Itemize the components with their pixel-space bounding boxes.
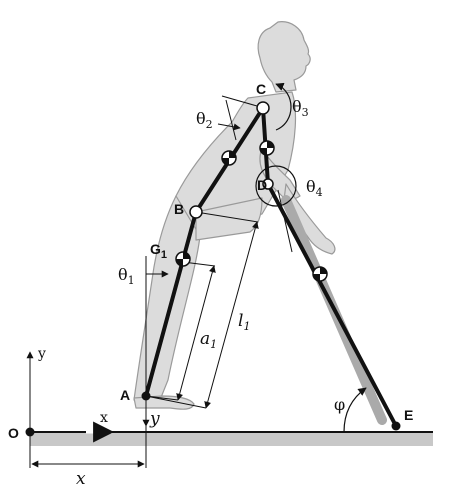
joint-a bbox=[141, 391, 151, 401]
label-theta2: θ2 bbox=[196, 109, 213, 131]
theta4-reference-line bbox=[277, 189, 293, 253]
theta2-guide bbox=[225, 99, 237, 141]
phi-angle-arc bbox=[343, 387, 367, 433]
head-shape bbox=[257, 21, 311, 93]
label-y-dimension: y bbox=[149, 409, 160, 429]
label-d: D bbox=[257, 177, 267, 193]
label-theta4: θ4 bbox=[306, 177, 323, 199]
kinematic-chain bbox=[144, 106, 398, 428]
label-theta3: θ3 bbox=[292, 97, 309, 119]
center-of-mass-markers bbox=[175, 140, 328, 282]
link-de bbox=[266, 182, 398, 428]
ground-strip bbox=[30, 432, 433, 446]
label-c: C bbox=[256, 81, 266, 97]
label-x-dimension: x bbox=[76, 469, 86, 489]
human-body-silhouette bbox=[133, 21, 336, 410]
joint-d bbox=[262, 178, 274, 190]
label-b: B bbox=[174, 201, 184, 217]
label-x-axis: x bbox=[100, 410, 108, 426]
com-marker-2 bbox=[221, 150, 237, 166]
label-phi: φ bbox=[334, 395, 345, 414]
label-o: O bbox=[8, 425, 19, 441]
label-y-axis: y bbox=[37, 346, 46, 362]
theta4-angle-circle bbox=[255, 165, 297, 207]
theta2-angle-arrow bbox=[217, 123, 241, 131]
label-g1: G1 bbox=[150, 241, 167, 261]
joint-b bbox=[189, 205, 203, 219]
com-marker-4 bbox=[312, 266, 328, 282]
label-e: E bbox=[404, 407, 413, 423]
com-marker-1 bbox=[175, 251, 191, 267]
label-theta1: θ1 bbox=[118, 265, 135, 287]
dimension-l1-bracket bbox=[145, 211, 259, 409]
theta3-angle-arc bbox=[275, 82, 292, 131]
label-a1: a1 bbox=[200, 329, 217, 351]
joint-c bbox=[256, 101, 270, 115]
label-a: A bbox=[120, 387, 130, 403]
joint-e bbox=[391, 421, 401, 431]
label-l1: l1 bbox=[238, 311, 250, 333]
com-marker-3 bbox=[259, 140, 275, 156]
link-ab bbox=[144, 210, 198, 398]
